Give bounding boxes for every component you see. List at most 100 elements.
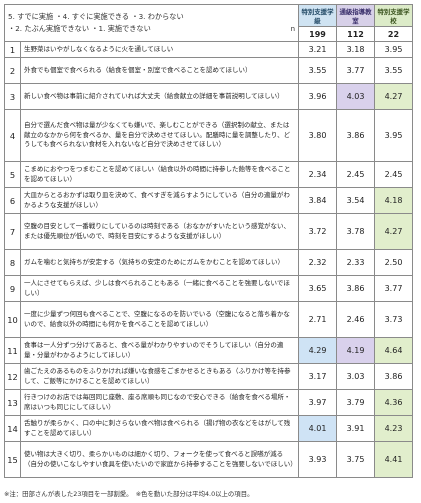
row-value-1: 3.96	[298, 83, 337, 110]
row-value-1: 3.93	[298, 441, 337, 478]
table-row: 11 食事は一人分ずつ分けてあると、食べる量がわかりやすいのでそうしてほしい（自分…	[4, 337, 413, 364]
row-value-3: 4.64	[374, 337, 413, 364]
row-value-1: 2.71	[298, 301, 337, 338]
row-value-3: 2.50	[374, 249, 413, 276]
row-number: 11	[4, 337, 21, 364]
row-value-3: 3.77	[374, 275, 413, 302]
table-row: 5 こまめにおやつをつまむことを認めてほしい（給食以外の時間に持参した飴等を食べる…	[4, 161, 413, 188]
row-number: 14	[4, 415, 21, 442]
row-number: 7	[4, 213, 21, 250]
row-text: 自分で選んだ食べ物は量が少なくても嫌いで、楽しむことができる（選択制の献立、また…	[20, 109, 299, 162]
row-value-2: 4.03	[336, 83, 375, 110]
row-value-1: 3.65	[298, 275, 337, 302]
n-label: n	[290, 25, 295, 33]
row-value-1: 3.84	[298, 187, 337, 214]
row-value-3: 3.95	[374, 41, 413, 58]
row-text: 一度に少量ずつ何回も食べることで、空腹になるのを防いでいる（空腹になると落ち着か…	[20, 301, 299, 338]
column-count-2: 112	[336, 26, 375, 42]
row-value-3: 4.23	[374, 415, 413, 442]
row-value-2: 2.33	[336, 249, 375, 276]
table-row: 13 行きつけのお店では毎回同じ座敷、座る席順も同じなので安心できる（給食を食べる…	[4, 389, 413, 416]
row-number: 10	[4, 301, 21, 338]
row-number: 2	[4, 57, 21, 84]
row-value-3: 4.18	[374, 187, 413, 214]
row-value-3: 4.41	[374, 441, 413, 478]
table-row: 4 自分で選んだ食べ物は量が少なくても嫌いで、楽しむことができる（選択制の献立、ま…	[4, 109, 413, 162]
row-value-3: 4.36	[374, 389, 413, 416]
row-value-3: 3.55	[374, 57, 413, 84]
row-value-2: 3.18	[336, 41, 375, 58]
row-text: こまめにおやつをつまむことを認めてほしい（給食以外の時間に持参した飴等を食べるこ…	[20, 161, 299, 188]
row-value-3: 3.86	[374, 363, 413, 390]
row-text: 食事は一人分ずつ分けてあると、食べる量がわかりやすいのでそうしてほしい（自分の適…	[20, 337, 299, 364]
table-row: 6 大皿からとるおかずは取り皿を決めて、食べすぎを減らすようにしている（自分の適量…	[4, 187, 413, 214]
row-number: 1	[4, 41, 21, 58]
row-text: 空腹の目安として一番戦りにしているのは時刻である（おなかがすいたという感覚がない…	[20, 213, 299, 250]
row-value-2: 3.86	[336, 275, 375, 302]
column-header-3: 特別支援学校	[374, 4, 413, 27]
row-number: 12	[4, 363, 21, 390]
row-text: 外食でも個室で食べられる（給食を個室・別室で食べることを認めてほしい）	[20, 57, 299, 84]
row-number: 9	[4, 275, 21, 302]
row-text: 大皿からとるおかずは取り皿を決めて、食べすぎを減らすようにしている（自分の適量が…	[20, 187, 299, 214]
column-count-3: 22	[374, 26, 413, 42]
table-row: 8 ガムを噛むと気持ちが安定する（気持ちの安定のためにガムをかむことを認めてほしい…	[4, 249, 413, 276]
row-value-1: 2.32	[298, 249, 337, 276]
row-value-2: 3.91	[336, 415, 375, 442]
footnote: ※注：田部さんが表した23項目を一部割愛。 ※色を動いた部分は平均4.0以上の項…	[4, 490, 254, 498]
row-text: 新しい食べ物は事前に紹介されていれば大丈夫（給食献立の詳細を事前説明してほしい）	[20, 83, 299, 110]
row-value-3: 3.95	[374, 109, 413, 162]
row-value-1: 4.01	[298, 415, 337, 442]
row-value-1: 3.21	[298, 41, 337, 58]
row-value-3: 4.27	[374, 213, 413, 250]
row-value-2: 3.86	[336, 109, 375, 162]
column-count-1: 199	[298, 26, 337, 42]
row-value-1: 3.80	[298, 109, 337, 162]
table-row: 1 生野菜はいやがしなくなるように火を通してほしい 3.21 3.18 3.95	[4, 41, 413, 58]
row-number: 4	[4, 109, 21, 162]
table-row: 9 一人にさせてもらえば、少しは食べられることもある（一緒に食べることを強要しない…	[4, 275, 413, 302]
row-text: 行きつけのお店では毎回同じ座敷、座る席順も同じなので安心できる（給食を食べる場所…	[20, 389, 299, 416]
column-header-1: 特別支援学級	[298, 4, 337, 27]
row-value-2: 3.75	[336, 441, 375, 478]
row-number: 5	[4, 161, 21, 188]
column-header-2: 通級指導教室	[336, 4, 375, 27]
row-value-2: 2.46	[336, 301, 375, 338]
survey-table: 5. すでに実施 ・4. すぐに実施できる ・3. わからない ・2. たぶん実…	[4, 4, 413, 478]
table-row: 14 舌触りが柔らかく、口の中に刺さらない食べ物は食べられる（揚げ物の衣などをはが…	[4, 415, 413, 442]
legend: 5. すでに実施 ・4. すぐに実施できる ・3. わからない ・2. たぶん実…	[4, 4, 299, 42]
row-text: 生野菜はいやがしなくなるように火を通してほしい	[20, 41, 299, 58]
row-number: 8	[4, 249, 21, 276]
table-row: 7 空腹の目安として一番戦りにしているのは時刻である（おなかがすいたという感覚がな…	[4, 213, 413, 250]
row-value-3: 4.27	[374, 83, 413, 110]
row-number: 15	[4, 441, 21, 478]
row-text: ガムを噛むと気持ちが安定する（気持ちの安定のためにガムをかむことを認めてほしい）	[20, 249, 299, 276]
legend-line-2: ・2. たぶん実施できない ・1. 実施できない	[8, 24, 151, 33]
row-value-2: 2.45	[336, 161, 375, 188]
table-row: 12 歯ごたえのあるものをふりかければ嫌いな食感をごまかせるときもある（ふりかけ等…	[4, 363, 413, 390]
row-value-2: 3.54	[336, 187, 375, 214]
row-value-1: 4.29	[298, 337, 337, 364]
row-value-2: 3.03	[336, 363, 375, 390]
row-value-1: 3.72	[298, 213, 337, 250]
row-value-2: 3.79	[336, 389, 375, 416]
count-row: 199 112 22	[5, 26, 413, 42]
table-row: 10 一度に少量ずつ何回も食べることで、空腹になるのを防いでいる（空腹になると落ち…	[4, 301, 413, 338]
row-value-2: 3.78	[336, 213, 375, 250]
table-row: 15 使い物は大きく切り、柔らかいものは細かく切り、フォークを使って食べると誤嚥が…	[4, 441, 413, 478]
row-value-1: 3.55	[298, 57, 337, 84]
row-value-2: 3.77	[336, 57, 375, 84]
legend-line-1: 5. すでに実施 ・4. すぐに実施できる ・3. わからない	[8, 12, 184, 21]
row-number: 13	[4, 389, 21, 416]
row-value-1: 3.17	[298, 363, 337, 390]
row-text: 歯ごたえのあるものをふりかければ嫌いな食感をごまかせるときもある（ふりかけ等を持…	[20, 363, 299, 390]
row-value-2: 4.19	[336, 337, 375, 364]
row-number: 3	[4, 83, 21, 110]
row-value-1: 3.97	[298, 389, 337, 416]
row-value-1: 2.34	[298, 161, 337, 188]
row-value-3: 3.73	[374, 301, 413, 338]
row-text: 一人にさせてもらえば、少しは食べられることもある（一緒に食べることを強要しないで…	[20, 275, 299, 302]
row-number: 6	[4, 187, 21, 214]
header-row: 5. すでに実施 ・4. すぐに実施できる ・3. わからない ・2. たぶん実…	[4, 4, 413, 42]
